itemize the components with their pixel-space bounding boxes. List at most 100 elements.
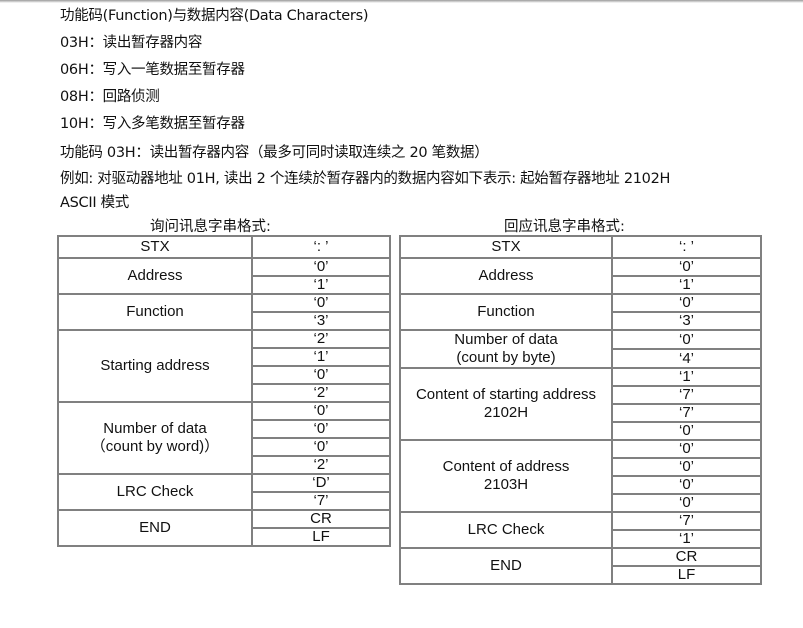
text-line: 08H：回路侦测 [60, 89, 160, 105]
field-value: ‘1’ [611, 529, 762, 549]
field-value: ‘0’ [611, 293, 762, 313]
field-label-line: (count by byte) [456, 349, 556, 366]
text-line: 03H：读出暂存器内容 [60, 35, 203, 51]
field-value: ‘0’ [611, 257, 762, 277]
field-value: LF [611, 565, 762, 585]
field-label: LRC Check [57, 473, 253, 511]
field-value: ‘0’ [611, 475, 762, 495]
table-row: ‘0’ [58, 437, 391, 457]
table-row: Starting address ‘2’ [57, 329, 391, 403]
field-value: CR [251, 509, 391, 529]
field-label-line: Starting address [100, 357, 210, 374]
field-label-line: Content of starting address [415, 386, 597, 403]
field-label-line: Function [126, 303, 184, 320]
table-row: STX ‘: ’ [399, 235, 762, 259]
field-value: ‘0’ [251, 365, 391, 385]
field-value: ‘0’ [251, 293, 391, 313]
table-row: Function ‘0’ [399, 293, 762, 331]
table-row: ‘2’ [58, 383, 391, 403]
field-value: ‘: ’ [251, 235, 391, 259]
query-frame-table: STX ‘: ’ Address ‘0’ ‘1’ Function ‘0’ ‘3’ Starti… [57, 235, 391, 547]
field-label: Content of address 2103H [399, 439, 613, 513]
table-row: ‘1’ [400, 529, 762, 549]
field-label: Address [57, 257, 253, 295]
text-line: ASCII 模式 [60, 195, 130, 211]
field-label: Number of data （count by word)） [57, 401, 253, 475]
field-label: END [57, 509, 253, 547]
table-row: ‘4’ [400, 348, 762, 369]
field-value: ‘: ’ [611, 235, 762, 259]
field-value: ‘1’ [251, 275, 391, 295]
field-label: Number of data (count by byte) [399, 329, 613, 369]
table-row: ‘7’ [58, 491, 391, 511]
table-row: ‘1’ [58, 275, 391, 295]
field-value: ‘0’ [611, 457, 762, 477]
table-row: Address ‘0’ [399, 257, 762, 295]
table-row: Address ‘0’ [57, 257, 391, 295]
table-row: Number of data (count by byte) ‘0’ [399, 329, 762, 369]
field-label: Content of starting address 2102H [399, 367, 613, 441]
table-row: Content of address 2103H ‘0’ [399, 439, 762, 513]
field-label-line: （count by word)） [90, 438, 220, 455]
text-line: 功能码(Function)与数据内容(Data Characters) [60, 8, 369, 24]
field-value: ‘0’ [611, 329, 762, 350]
field-label: Function [399, 293, 613, 331]
field-value: ‘0’ [611, 421, 762, 441]
top-border [0, 0, 803, 3]
table-row: ‘7’ [400, 385, 762, 405]
field-label: END [399, 547, 613, 585]
field-value: ‘0’ [251, 419, 391, 439]
field-value: ‘7’ [251, 491, 391, 511]
field-value: ‘2’ [251, 329, 391, 349]
field-value: ‘0’ [611, 439, 762, 459]
field-label-line: LRC Check [467, 521, 545, 538]
field-value: ‘1’ [251, 347, 391, 367]
field-label-line: STX [140, 238, 170, 255]
table-row: Number of data （count by word)） ‘0’ [57, 401, 391, 475]
text-line: 例如: 对驱动器地址 01H, 读出 2 个连续於暂存器内的数据内容如下表示: … [60, 171, 671, 187]
field-value: ‘1’ [611, 275, 762, 295]
field-label-line: LRC Check [116, 483, 194, 500]
table-row: ‘2’ [58, 455, 391, 475]
field-label-line: STX [491, 238, 521, 255]
field-value: ‘0’ [251, 437, 391, 457]
field-label-line: Function [477, 303, 535, 320]
field-label-line: Address [127, 267, 183, 284]
table-row: ‘1’ [58, 347, 391, 367]
table-row: ‘0’ [58, 365, 391, 385]
field-label: Address [399, 257, 613, 295]
text-line: 10H：写入多笔数据至暂存器 [60, 116, 245, 132]
field-value: ‘1’ [611, 367, 762, 387]
table-row: ‘0’ [58, 419, 391, 439]
field-label: STX [399, 235, 613, 259]
text-line: 功能码 03H：读出暂存器内容（最多可同时读取连续之 20 笔数据） [60, 145, 489, 161]
table-row: ‘3’ [58, 311, 391, 331]
field-value: ‘7’ [611, 511, 762, 531]
table-row: ‘0’ [400, 475, 762, 495]
table-row: ‘1’ [400, 275, 762, 295]
field-label-line: END [139, 519, 171, 536]
table-row: Function ‘0’ [57, 293, 391, 331]
table-row: ‘3’ [400, 311, 762, 331]
field-value: ‘7’ [611, 385, 762, 405]
field-label-line: Content of address [442, 458, 570, 475]
field-label-line: Address [478, 267, 534, 284]
table-row: LRC Check ‘7’ [399, 511, 762, 549]
field-label: STX [57, 235, 253, 259]
field-value: ‘7’ [611, 403, 762, 423]
field-value: ‘3’ [611, 311, 762, 331]
table-row: ‘0’ [400, 421, 762, 441]
field-value: ‘D’ [251, 473, 391, 493]
field-label-line: END [490, 557, 522, 574]
field-label-line: 2102H [483, 404, 529, 421]
field-label: LRC Check [399, 511, 613, 549]
table-row: ‘0’ [400, 457, 762, 477]
table-row: ‘7’ [400, 403, 762, 423]
field-label: Function [57, 293, 253, 331]
field-label-line: Number of data [103, 420, 207, 437]
field-value: ‘3’ [251, 311, 391, 331]
table-row: END CR [399, 547, 762, 585]
table-row: STX ‘: ’ [57, 235, 391, 259]
field-value: ‘0’ [611, 493, 762, 513]
table-row: ‘0’ [400, 493, 762, 513]
